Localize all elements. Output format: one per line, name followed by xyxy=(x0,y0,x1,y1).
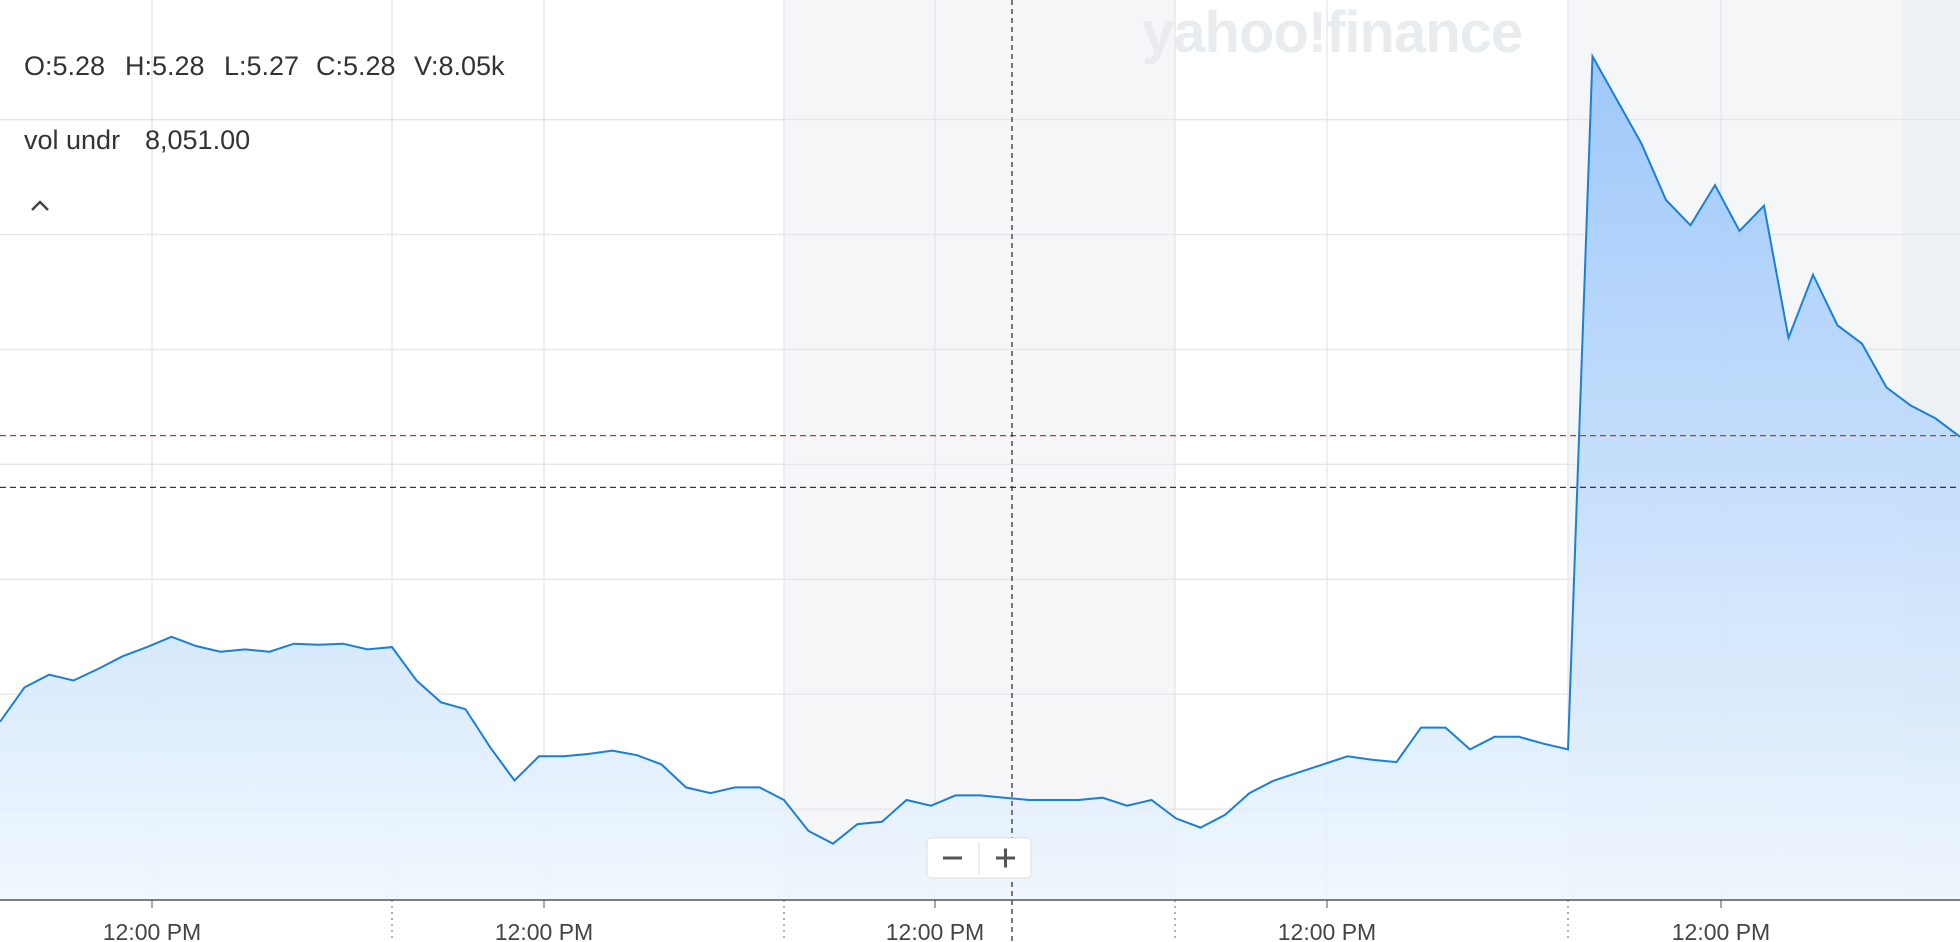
x-axis-labels: 12:00 PM 12:00 PM 12:00 PM 12:00 PM 12:00 PM xyxy=(103,900,1770,942)
ohlc-high: H:5.28 xyxy=(125,51,205,81)
x-tick-label: 12:00 PM xyxy=(1278,919,1376,942)
ohlc-close: C:5.28 xyxy=(316,51,396,81)
ohlc-low: L:5.27 xyxy=(224,51,299,81)
price-line xyxy=(0,52,1960,845)
area xyxy=(0,56,1960,901)
ohlc-volume: V:8.05k xyxy=(414,51,505,81)
ohlc-open: O:5.28 xyxy=(24,51,105,81)
plot xyxy=(0,52,1960,901)
indicator-value: 8,051.00 xyxy=(145,125,250,155)
x-tick-label: 12:00 PM xyxy=(495,919,593,942)
zoom-out[interactable] xyxy=(928,839,978,877)
collapse-button[interactable] xyxy=(31,200,49,211)
legend: O:5.28 H:5.28 L:5.27 C:5.28 V:8.05k vol … xyxy=(24,51,505,211)
x-tick-label: 12:00 PM xyxy=(886,919,984,942)
indicator-name: vol undr xyxy=(24,125,120,155)
session-shade xyxy=(784,0,1175,900)
watermark: yahoo!finance xyxy=(1142,0,1522,65)
x-tick-label: 12:00 PM xyxy=(103,919,201,942)
x-tick-label: 12:00 PM xyxy=(1672,919,1770,942)
zoom-controls xyxy=(926,837,1032,879)
zoom-in[interactable] xyxy=(980,839,1030,877)
